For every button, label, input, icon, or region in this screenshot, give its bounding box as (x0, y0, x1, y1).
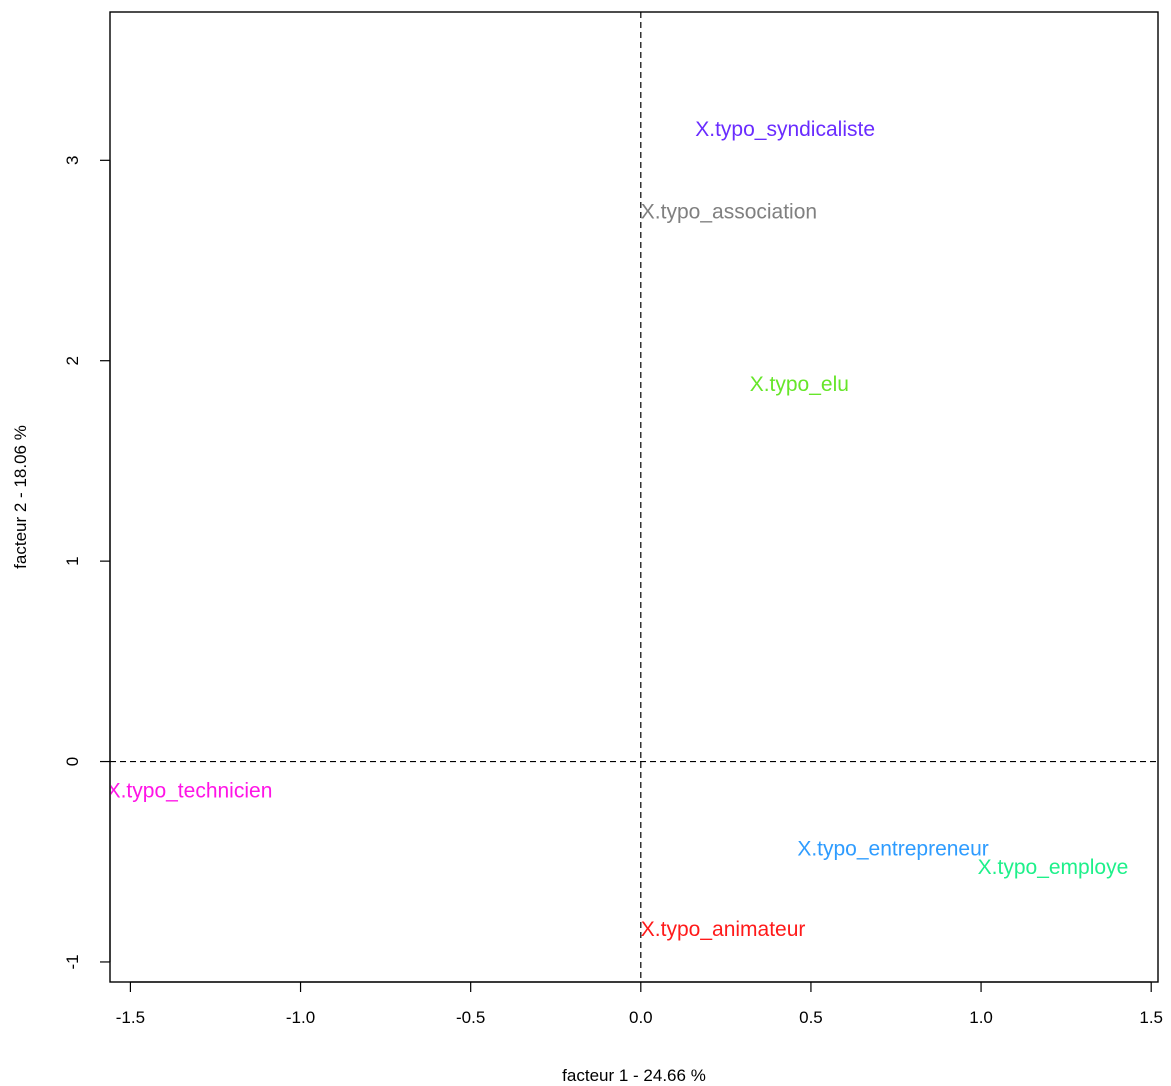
point-label: X.typo_animateur (641, 918, 806, 941)
y-tick-label: 1 (63, 556, 82, 565)
plot-frame (109, 11, 1159, 983)
x-tick-label: 0.0 (629, 1008, 653, 1027)
y-axis: -1 0 1 2 3 (63, 156, 111, 970)
reference-lines (110, 12, 1158, 982)
point-label: X.typo_elu (750, 373, 849, 396)
x-tick-label: -1.5 (116, 1008, 145, 1027)
y-tick-label: 0 (63, 757, 82, 766)
x-tick-label: 1.0 (969, 1008, 993, 1027)
point-labels: X.typo_syndicaliste X.typo_association X.t… (107, 118, 1129, 941)
y-tick-label: 2 (63, 356, 82, 365)
point-label: X.typo_technicien (107, 780, 273, 803)
point-label: X.typo_association (641, 200, 817, 223)
x-tick-label: 0.5 (799, 1008, 823, 1027)
point-label: X.typo_syndicaliste (695, 118, 875, 141)
x-axis-title: facteur 1 - 24.66 % (562, 1066, 706, 1085)
x-axis: -1.5 -1.0 -0.5 0.0 0.5 1.0 1.5 (116, 981, 1163, 1027)
x-tick-label: -0.5 (456, 1008, 485, 1027)
plot-area (109, 11, 1159, 983)
y-tick-label: -1 (63, 954, 82, 969)
x-tick-label: 1.5 (1139, 1008, 1163, 1027)
point-label: X.typo_entrepreneur (797, 838, 988, 861)
point-label: X.typo_employe (978, 856, 1129, 879)
y-axis-title: facteur 2 - 18.06 % (11, 425, 30, 569)
x-tick-label: -1.0 (286, 1008, 315, 1027)
y-tick-label: 3 (63, 156, 82, 165)
